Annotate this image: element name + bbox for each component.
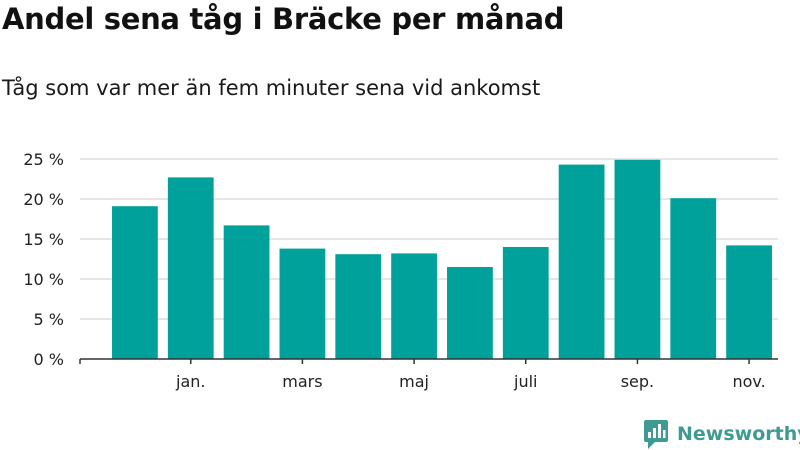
bars <box>112 159 772 359</box>
bar <box>447 267 493 359</box>
y-tick-label: 5 % <box>34 310 64 329</box>
x-tick-label: jan. <box>175 372 205 391</box>
bar <box>335 254 382 359</box>
x-axis: jan. mars maj juli sep. nov. <box>79 358 778 391</box>
y-tick-label: 25 % <box>23 150 64 169</box>
x-tick-label: maj <box>399 372 429 391</box>
newsworthy-logo-icon <box>644 420 668 449</box>
y-tick-label: 15 % <box>23 230 64 249</box>
x-tick-label: sep. <box>621 372 654 391</box>
y-tick-label: 20 % <box>23 190 64 209</box>
bar <box>279 248 326 359</box>
y-tick-label: 10 % <box>23 270 64 289</box>
brand-name: Newsworthy <box>677 423 800 445</box>
bar <box>670 198 717 359</box>
y-tick-label: 0 % <box>34 350 64 369</box>
x-tick-label: mars <box>282 372 322 391</box>
newsworthy-brand: Newsworthy <box>643 418 800 450</box>
bar <box>223 225 270 359</box>
bar <box>558 164 605 359</box>
bar <box>112 206 158 359</box>
chart-subtitle: Tåg som var mer än fem minuter sena vid … <box>2 76 541 100</box>
bar <box>726 245 772 359</box>
bar <box>502 247 549 359</box>
x-tick-label: juli <box>513 372 537 391</box>
x-tick-label: nov. <box>732 372 765 391</box>
y-axis-ticks: 0 % 5 % 10 % 15 % 20 % 25 % <box>23 150 64 369</box>
chart-title: Andel sena tåg i Bräcke per månad <box>2 2 565 36</box>
bar <box>614 159 661 359</box>
bar <box>391 253 437 359</box>
bar <box>167 177 214 359</box>
